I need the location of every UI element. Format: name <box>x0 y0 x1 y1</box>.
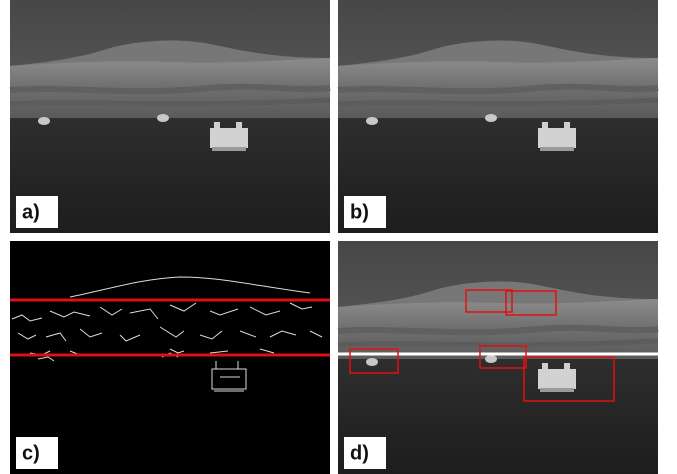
panel-label: a) <box>22 201 40 223</box>
page: a) b) c) <box>0 0 677 474</box>
panel-b: b) <box>338 0 658 233</box>
panel-a: a) <box>10 0 330 233</box>
panel-label: b) <box>350 201 369 223</box>
panel-d: d) <box>338 241 666 474</box>
figure: a) b) c) <box>0 0 677 474</box>
panel-c: c) <box>10 241 330 474</box>
panel-label: c) <box>22 442 40 464</box>
panel-label: d) <box>350 442 369 464</box>
